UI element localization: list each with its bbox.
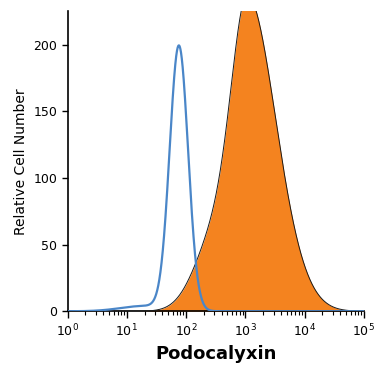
Y-axis label: Relative Cell Number: Relative Cell Number xyxy=(13,88,28,235)
X-axis label: Podocalyxin: Podocalyxin xyxy=(155,345,276,363)
